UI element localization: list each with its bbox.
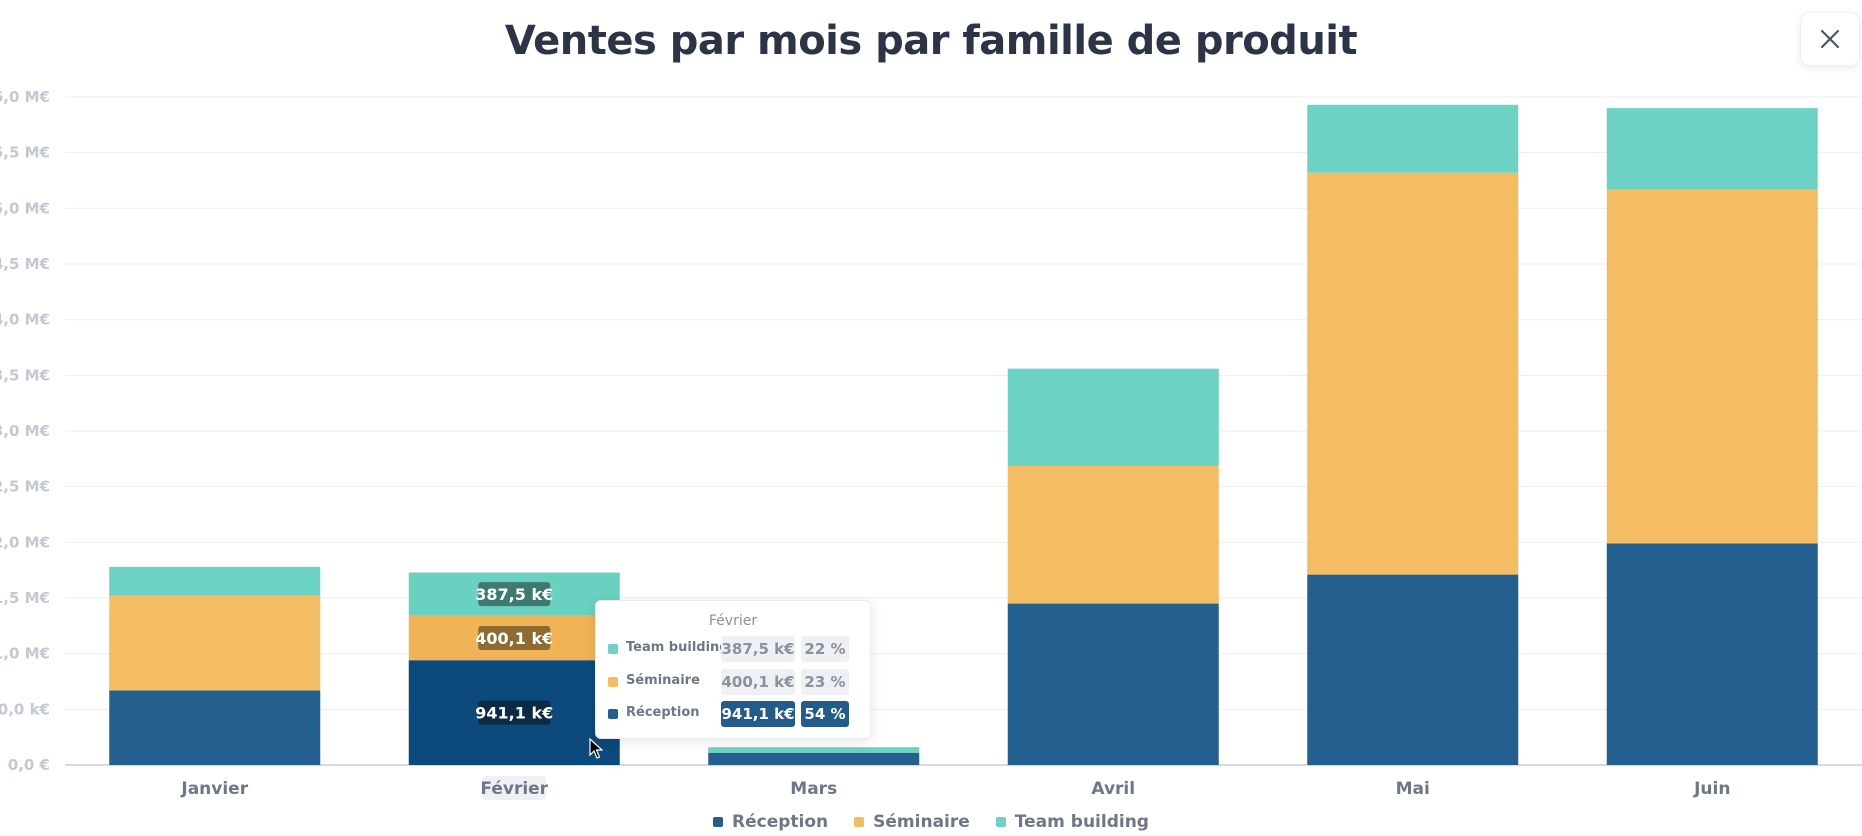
- y-tick-label: 2,0 M€: [0, 533, 50, 551]
- seminaire-swatch: [608, 677, 618, 687]
- y-tick-label: 5,0 M€: [0, 199, 50, 217]
- data-label: 941,1 k€: [475, 704, 553, 723]
- x-tick-label: Mars: [790, 779, 837, 799]
- mouse-pointer-icon: [589, 738, 603, 759]
- tooltip-row-name: Réception: [626, 705, 700, 720]
- tooltip-row-value: 400,1 k€: [721, 669, 795, 695]
- chart-tooltip: Février Team building 387,5 k€ 22 % Sémi…: [595, 600, 871, 739]
- bar-team-building-juin: [1606, 108, 1818, 190]
- bar-team-building-avril: [1007, 368, 1219, 466]
- bar-s-minaire-janvier: [109, 595, 321, 691]
- bar-s-minaire-mai: [1307, 172, 1519, 575]
- tooltip-row-name: Team building: [626, 640, 729, 655]
- seminaire-legend-swatch: [854, 817, 865, 827]
- y-tick-label: 500,0 k€: [0, 700, 50, 718]
- x-tick-label: Juin: [1693, 779, 1730, 799]
- y-tick-label: 4,5 M€: [0, 255, 50, 273]
- team-building-swatch: [608, 644, 618, 654]
- bar-s-minaire-avril: [1007, 465, 1219, 604]
- tooltip-row-name: Séminaire: [626, 673, 700, 688]
- data-label: 400,1 k€: [475, 629, 553, 648]
- y-tick-label: 5,5 M€: [0, 144, 50, 162]
- legend-label: Team building: [1014, 812, 1149, 832]
- tooltip-title: Février: [708, 613, 758, 629]
- y-tick-label: 6,0 M€: [0, 88, 50, 106]
- legend-item-seminaire[interactable]: Séminaire: [854, 812, 970, 832]
- y-tick-label: 1,5 M€: [0, 589, 50, 607]
- bar-r-ception-mars: [708, 752, 920, 765]
- y-tick-label: 4,0 M€: [0, 311, 50, 329]
- x-tick-highlight: [482, 776, 547, 800]
- tooltip-row-value: 387,5 k€: [721, 636, 795, 662]
- legend-label: Séminaire: [873, 812, 970, 832]
- x-tick-label: Janvier: [180, 779, 248, 799]
- legend-item-team-building[interactable]: Team building: [995, 812, 1149, 832]
- tooltip-row-seminaire: Séminaire 400,1 k€ 23 %: [608, 669, 864, 695]
- reception-swatch: [608, 709, 618, 719]
- tooltip-row-value: 941,1 k€: [721, 701, 795, 727]
- tooltip-row-percent: 22 %: [801, 636, 849, 662]
- bar-team-building-mai: [1307, 104, 1519, 173]
- data-label-background: [478, 582, 551, 607]
- y-tick-label: 3,0 M€: [0, 422, 50, 440]
- y-tick-label: 1,0 M€: [0, 645, 50, 663]
- tooltip-row-team-building: Team building 387,5 k€ 22 %: [608, 636, 864, 662]
- x-tick-label: Février: [480, 779, 548, 799]
- data-label: 387,5 k€: [475, 585, 553, 604]
- x-tick-label: Mai: [1396, 779, 1430, 799]
- bar-r-ception-mai: [1307, 574, 1519, 765]
- legend-item-reception[interactable]: Réception: [713, 812, 828, 832]
- team-building-legend-swatch: [995, 817, 1006, 827]
- y-tick-label: 3,5 M€: [0, 366, 50, 384]
- chart-legend: Réception Séminaire Team building: [0, 810, 1862, 834]
- bar-r-ception-avril: [1007, 603, 1219, 765]
- reception-legend-swatch: [713, 817, 724, 827]
- data-label-background: [478, 700, 551, 725]
- bar-s-minaire-juin: [1606, 189, 1818, 544]
- bar-r-ception-janvier: [109, 690, 321, 765]
- chart-title: Ventes par mois par famille de produit: [504, 18, 1358, 64]
- y-tick-label: 2,5 M€: [0, 478, 50, 496]
- close-button[interactable]: [1800, 12, 1860, 66]
- x-tick-label: Avril: [1091, 779, 1135, 799]
- data-label-background: [478, 625, 551, 650]
- bar-team-building-mars: [708, 747, 920, 753]
- tooltip-row-reception: Réception 941,1 k€ 54 %: [608, 701, 864, 727]
- close-icon: [1820, 29, 1840, 49]
- legend-label: Réception: [732, 812, 829, 832]
- tooltip-row-percent: 54 %: [801, 701, 849, 727]
- y-tick-label: 0,0 €: [8, 756, 50, 774]
- bar-r-ception-juin: [1606, 543, 1818, 765]
- bar-team-building-janvier: [109, 566, 321, 596]
- tooltip-row-percent: 23 %: [801, 669, 849, 695]
